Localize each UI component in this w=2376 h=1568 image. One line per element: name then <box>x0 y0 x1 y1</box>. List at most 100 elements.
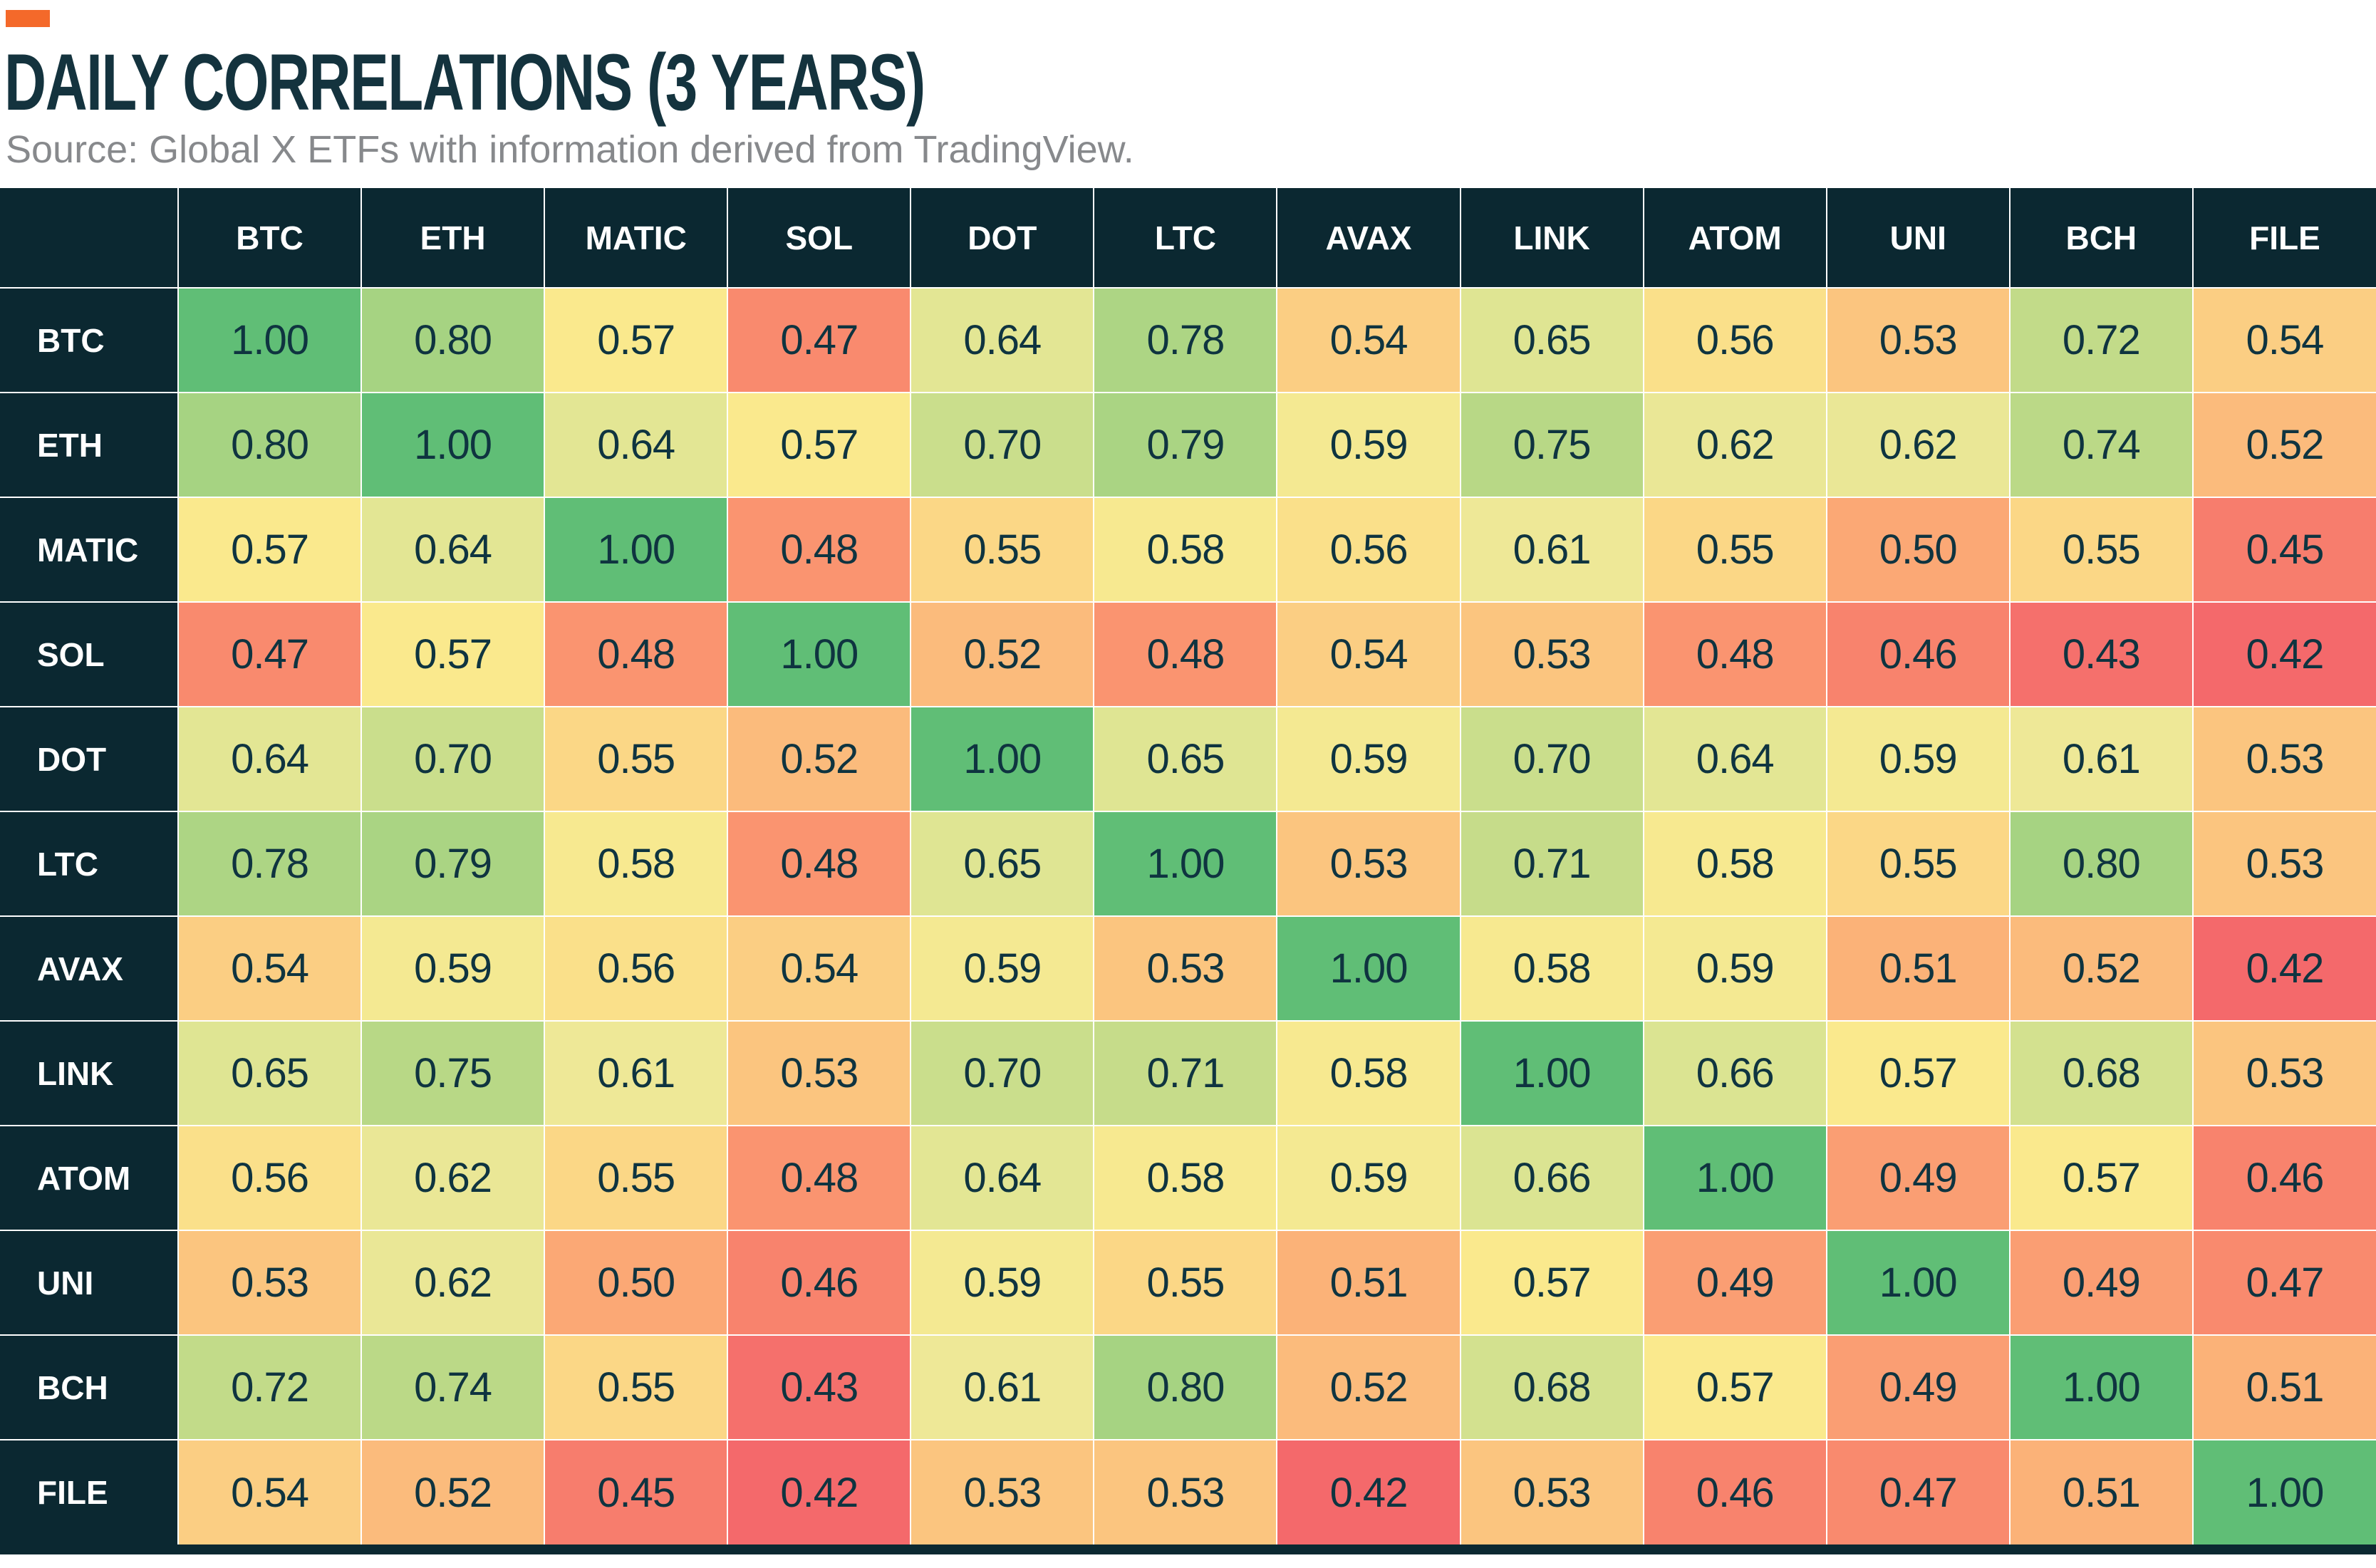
cell-dot-sol: 0.52 <box>727 706 912 813</box>
cell-ltc-eth: 0.79 <box>360 811 546 918</box>
table-row-ltc: LTC 0.78 0.79 0.58 0.48 0.65 1.00 0.53 0.71 0.58 0… <box>0 811 2376 918</box>
cell-file-uni: 0.47 <box>1825 1439 2011 1546</box>
cell-ltc-atom: 0.58 <box>1642 811 1827 918</box>
cell-eth-matic: 0.64 <box>544 392 729 499</box>
cell-file-bch: 0.51 <box>2008 1439 2194 1546</box>
cell-dot-eth: 0.70 <box>360 706 546 813</box>
cell-file-btc: 0.54 <box>177 1439 363 1546</box>
cell-uni-btc: 0.53 <box>177 1230 363 1336</box>
cell-avax-sol: 0.54 <box>727 915 912 1022</box>
column-header-dot: DOT <box>910 187 1095 289</box>
table-row-link: LINK 0.65 0.75 0.61 0.53 0.70 0.71 0.58 1.00 0.66… <box>0 1020 2376 1127</box>
cell-atom-file: 0.46 <box>2191 1125 2376 1232</box>
table-row-matic: MATIC 0.57 0.64 1.00 0.48 0.55 0.58 0.56 0.61 0.5… <box>0 497 2376 603</box>
cell-eth-link: 0.75 <box>1459 392 1644 499</box>
cell-file-eth: 0.52 <box>360 1439 546 1546</box>
cell-ltc-link: 0.71 <box>1459 811 1644 918</box>
cell-avax-ltc: 0.53 <box>1093 915 1278 1022</box>
cell-uni-atom: 0.49 <box>1642 1230 1827 1336</box>
cell-bch-atom: 0.57 <box>1642 1334 1827 1441</box>
cell-atom-bch: 0.57 <box>2008 1125 2194 1232</box>
cell-bch-eth: 0.74 <box>360 1334 546 1441</box>
cell-matic-avax: 0.56 <box>1276 497 1461 603</box>
cell-link-eth: 0.75 <box>360 1020 546 1127</box>
cell-sol-uni: 0.46 <box>1825 601 2011 708</box>
cell-link-avax: 0.58 <box>1276 1020 1461 1127</box>
cell-file-avax: 0.42 <box>1276 1439 1461 1546</box>
row-header-sol: SOL <box>0 601 179 708</box>
cell-link-bch: 0.68 <box>2008 1020 2194 1127</box>
column-header-atom: ATOM <box>1642 187 1827 289</box>
cell-avax-atom: 0.59 <box>1642 915 1827 1022</box>
cell-sol-bch: 0.43 <box>2008 601 2194 708</box>
table-row-sol: SOL 0.47 0.57 0.48 1.00 0.52 0.48 0.54 0.53 0.48 0… <box>0 601 2376 708</box>
cell-link-btc: 0.65 <box>177 1020 363 1127</box>
page-title: DAILY CORRELATIONS (3 YEARS) <box>4 38 925 127</box>
cell-bch-link: 0.68 <box>1459 1334 1644 1441</box>
cell-dot-link: 0.70 <box>1459 706 1644 813</box>
cell-atom-eth: 0.62 <box>360 1125 546 1232</box>
cell-ltc-btc: 0.78 <box>177 811 363 918</box>
cell-file-ltc: 0.53 <box>1093 1439 1278 1546</box>
column-header-ltc: LTC <box>1093 187 1278 289</box>
cell-matic-ltc: 0.58 <box>1093 497 1278 603</box>
cell-ltc-sol: 0.48 <box>727 811 912 918</box>
table-body: BTC 1.00 0.80 0.57 0.47 0.64 0.78 0.54 0.65 0.56 0… <box>0 287 2376 1546</box>
cell-atom-btc: 0.56 <box>177 1125 363 1232</box>
table-row-avax: AVAX 0.54 0.59 0.56 0.54 0.59 0.53 1.00 0.58 0.59… <box>0 915 2376 1022</box>
cell-avax-link: 0.58 <box>1459 915 1644 1022</box>
cell-file-link: 0.53 <box>1459 1439 1644 1546</box>
cell-eth-ltc: 0.79 <box>1093 392 1278 499</box>
cell-dot-uni: 0.59 <box>1825 706 2011 813</box>
cell-ltc-file: 0.53 <box>2191 811 2376 918</box>
cell-eth-sol: 0.57 <box>727 392 912 499</box>
corner-cell <box>0 187 179 289</box>
cell-atom-ltc: 0.58 <box>1093 1125 1278 1232</box>
column-header-uni: UNI <box>1825 187 2011 289</box>
table-row-eth: ETH 0.80 1.00 0.64 0.57 0.70 0.79 0.59 0.75 0.62 0… <box>0 392 2376 499</box>
cell-ltc-avax: 0.53 <box>1276 811 1461 918</box>
cell-btc-eth: 0.80 <box>360 287 546 394</box>
column-header-matic: MATIC <box>544 187 729 289</box>
cell-eth-dot: 0.70 <box>910 392 1095 499</box>
cell-uni-avax: 0.51 <box>1276 1230 1461 1336</box>
cell-uni-uni: 1.00 <box>1825 1230 2011 1336</box>
table-row-uni: UNI 0.53 0.62 0.50 0.46 0.59 0.55 0.51 0.57 0.49 1… <box>0 1230 2376 1336</box>
correlation-table: BTC ETH MATIC SOL DOT LTC AVAX LINK ATOM UNI BCH FI… <box>0 187 2376 1546</box>
cell-bch-bch: 1.00 <box>2008 1334 2194 1441</box>
cell-ltc-dot: 0.65 <box>910 811 1095 918</box>
cell-dot-btc: 0.64 <box>177 706 363 813</box>
cell-link-ltc: 0.71 <box>1093 1020 1278 1127</box>
cell-file-sol: 0.42 <box>727 1439 912 1546</box>
cell-matic-link: 0.61 <box>1459 497 1644 603</box>
cell-link-matic: 0.61 <box>544 1020 729 1127</box>
table-row-bch: BCH 0.72 0.74 0.55 0.43 0.61 0.80 0.52 0.68 0.57 0… <box>0 1334 2376 1441</box>
cell-avax-uni: 0.51 <box>1825 915 2011 1022</box>
cell-atom-link: 0.66 <box>1459 1125 1644 1232</box>
cell-bch-btc: 0.72 <box>177 1334 363 1441</box>
cell-avax-dot: 0.59 <box>910 915 1095 1022</box>
cell-file-file: 1.00 <box>2191 1439 2376 1546</box>
row-header-dot: DOT <box>0 706 179 813</box>
cell-link-sol: 0.53 <box>727 1020 912 1127</box>
cell-dot-matic: 0.55 <box>544 706 729 813</box>
cell-eth-avax: 0.59 <box>1276 392 1461 499</box>
cell-avax-matic: 0.56 <box>544 915 729 1022</box>
cell-ltc-bch: 0.80 <box>2008 811 2194 918</box>
cell-atom-uni: 0.49 <box>1825 1125 2011 1232</box>
cell-matic-matic: 1.00 <box>544 497 729 603</box>
row-header-avax: AVAX <box>0 915 179 1022</box>
row-header-btc: BTC <box>0 287 179 394</box>
cell-atom-matic: 0.55 <box>544 1125 729 1232</box>
cell-bch-file: 0.51 <box>2191 1334 2376 1441</box>
source-note: Source: Global X ETFs with information d… <box>6 128 1134 171</box>
cell-atom-atom: 1.00 <box>1642 1125 1827 1232</box>
row-header-file: FILE <box>0 1439 179 1546</box>
cell-matic-uni: 0.50 <box>1825 497 2011 603</box>
cell-btc-dot: 0.64 <box>910 287 1095 394</box>
cell-sol-atom: 0.48 <box>1642 601 1827 708</box>
cell-uni-sol: 0.46 <box>727 1230 912 1336</box>
cell-btc-file: 0.54 <box>2191 287 2376 394</box>
cell-btc-ltc: 0.78 <box>1093 287 1278 394</box>
cell-ltc-uni: 0.55 <box>1825 811 2011 918</box>
